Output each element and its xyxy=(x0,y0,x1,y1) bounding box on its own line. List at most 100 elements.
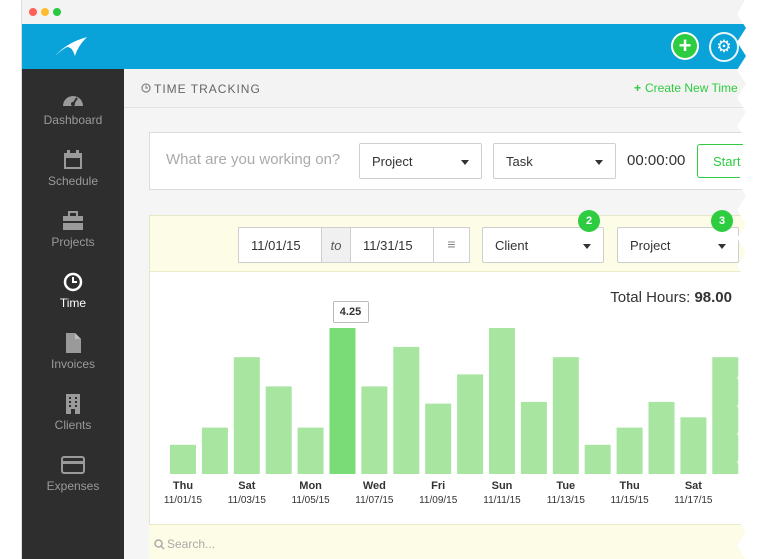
chart-bar[interactable] xyxy=(170,444,196,474)
chart-bar[interactable] xyxy=(489,328,515,474)
date-range-separator: to xyxy=(321,228,351,262)
start-button-label: Start xyxy=(713,154,741,169)
sidebar-item-dashboard[interactable]: Dashboard xyxy=(22,89,124,139)
x-tick-day-label: Mon xyxy=(299,480,322,492)
page-title: TIME TRACKING xyxy=(154,82,261,96)
sidebar-item-label: Invoices xyxy=(50,357,96,371)
menu-lines-icon[interactable]: ≡ xyxy=(433,228,469,262)
plus-icon: + xyxy=(634,81,642,95)
chart-bar[interactable] xyxy=(648,401,675,474)
sidebar-item-label: Projects xyxy=(51,235,95,249)
top-bar xyxy=(22,24,758,69)
date-range-picker: 11/01/15 to 11/31/15 ≡ xyxy=(238,227,470,263)
hours-bar-chart: Thu 11/01/15 Sat 11/03/15 Mon 11/05/15 Wed 11/0… xyxy=(164,328,739,506)
task-description-input[interactable]: What are you working on? xyxy=(166,151,341,168)
close-window-icon[interactable] xyxy=(29,8,37,16)
gear-icon: ⚙ xyxy=(716,37,732,56)
chart-bar[interactable] xyxy=(393,346,420,474)
search-input[interactable]: Search... xyxy=(167,537,216,551)
x-tick-day-label: Sat xyxy=(685,480,702,492)
client-filter-label: Client xyxy=(495,238,529,253)
search-bar: Search... xyxy=(149,524,758,559)
add-button[interactable]: + xyxy=(671,32,699,60)
report-panel: 11/01/15 to 11/31/15 ≡ Client Project 2 … xyxy=(149,210,758,559)
chart-bar[interactable] xyxy=(616,427,643,474)
x-tick-date-label: 11/11/15 xyxy=(483,495,521,506)
document-icon xyxy=(66,333,81,353)
chart-bar[interactable] xyxy=(457,374,484,474)
create-new-time-link[interactable]: + Create New Time xyxy=(634,81,738,95)
x-tick-date-label: 11/03/15 xyxy=(228,495,267,506)
chart-bar[interactable] xyxy=(425,403,452,474)
client-filter-badge: 2 xyxy=(578,210,600,232)
building-icon xyxy=(66,394,80,414)
x-tick-date-label: 11/13/15 xyxy=(547,495,586,506)
title-bar xyxy=(22,0,758,24)
chart-bar[interactable] xyxy=(361,386,388,474)
project-filter-select[interactable]: Project xyxy=(617,227,739,263)
chart-bar[interactable] xyxy=(201,427,228,474)
total-hours: Total Hours: 98.00 xyxy=(610,289,732,306)
chart-bar[interactable] xyxy=(680,417,707,474)
sidebar-item-time[interactable]: Time xyxy=(22,272,124,322)
sidebar-item-schedule[interactable]: Schedule xyxy=(22,150,124,200)
chart-bar[interactable] xyxy=(712,357,739,474)
x-tick-day-label: Fri xyxy=(431,480,445,492)
minimize-window-icon[interactable] xyxy=(41,8,49,16)
chart-bar[interactable] xyxy=(233,357,260,474)
x-tick-date-label: 11/09/15 xyxy=(419,495,458,506)
chart-bar[interactable] xyxy=(584,444,611,474)
briefcase-icon xyxy=(63,211,83,230)
create-link-label: Create New Time xyxy=(645,81,738,95)
maximize-window-icon[interactable] xyxy=(53,8,61,16)
settings-button[interactable]: ⚙ xyxy=(709,32,739,62)
caret-down-icon xyxy=(461,160,469,165)
calendar-icon xyxy=(64,150,82,169)
task-select[interactable]: Task xyxy=(493,143,616,179)
clock-icon xyxy=(141,83,151,93)
search-icon xyxy=(154,539,165,550)
chart-bar[interactable] xyxy=(520,401,547,474)
chart-bar[interactable] xyxy=(265,386,292,474)
task-select-label: Task xyxy=(506,154,533,169)
project-select[interactable]: Project xyxy=(359,143,482,179)
dashboard-gauge-icon xyxy=(63,96,83,106)
chart-bar[interactable] xyxy=(329,328,356,474)
timer-display: 00:00:00 xyxy=(627,152,686,169)
caret-down-icon xyxy=(595,160,603,165)
x-tick-day-label: Thu xyxy=(173,480,193,492)
clock-icon xyxy=(63,272,83,292)
sidebar-item-clients[interactable]: Clients xyxy=(22,394,124,444)
sidebar-item-label: Dashboard xyxy=(43,113,103,127)
time-entry-bar: What are you working on? Project Task 00… xyxy=(149,132,758,190)
x-tick-date-label: 11/01/15 xyxy=(164,495,203,506)
app-window: + ⚙ Dashboard Schedule xyxy=(21,0,758,559)
sidebar-item-label: Schedule xyxy=(47,174,99,188)
sidebar-item-label: Expenses xyxy=(46,479,100,493)
logo-swoosh-icon[interactable] xyxy=(53,35,89,57)
chart-bar[interactable] xyxy=(297,427,324,474)
total-hours-label: Total Hours: xyxy=(610,289,691,306)
plus-icon: + xyxy=(678,33,692,58)
sidebar-item-expenses[interactable]: Expenses xyxy=(22,455,124,505)
sidebar-item-projects[interactable]: Projects xyxy=(22,211,124,261)
sidebar-item-invoices[interactable]: Invoices xyxy=(22,333,124,383)
project-select-label: Project xyxy=(372,154,413,169)
x-tick-day-label: Wed xyxy=(363,480,386,492)
caret-down-icon xyxy=(583,244,591,249)
filter-bar: 11/01/15 to 11/31/15 ≡ Client Project 2 … xyxy=(150,210,758,272)
bar-value-tooltip: 4.25 xyxy=(332,301,369,323)
start-button[interactable]: Start xyxy=(697,144,758,178)
date-to-input[interactable]: 11/31/15 xyxy=(363,238,413,253)
date-from-input[interactable]: 11/01/15 xyxy=(251,238,301,253)
chart-bar[interactable] xyxy=(552,357,579,474)
torn-edge xyxy=(737,0,758,559)
x-tick-date-label: 11/17/15 xyxy=(674,495,713,506)
caret-down-icon xyxy=(718,244,726,249)
x-tick-day-label: Sat xyxy=(238,480,255,492)
client-filter-select[interactable]: Client xyxy=(482,227,604,263)
x-tick-date-label: 11/07/15 xyxy=(355,495,394,506)
x-tick-day-label: Sun xyxy=(492,480,513,492)
x-tick-date-label: 11/05/15 xyxy=(292,495,331,506)
main-content: TIME TRACKING + Create New Time What are … xyxy=(124,69,758,559)
